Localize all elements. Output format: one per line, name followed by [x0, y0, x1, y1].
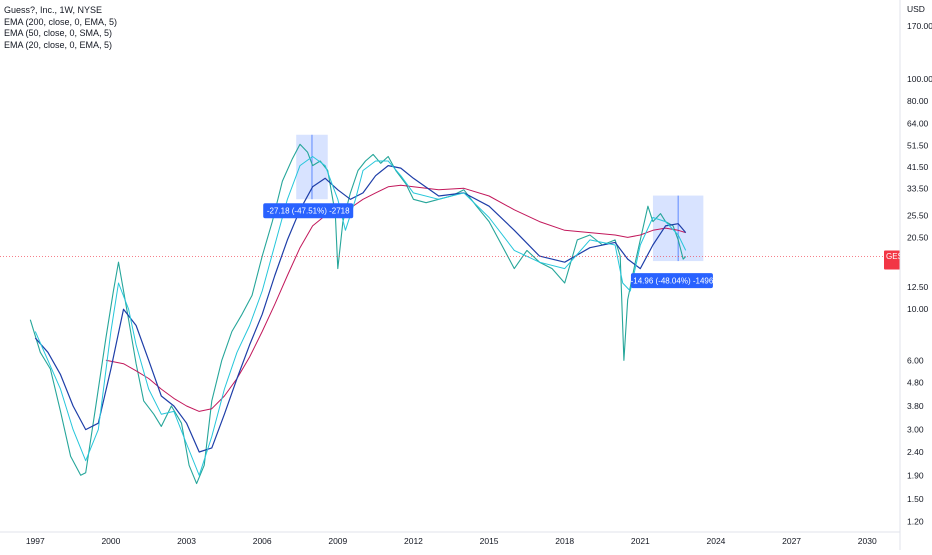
x-tick-label: 2006	[253, 536, 272, 546]
y-tick-label: 6.00	[907, 355, 924, 365]
y-tick-label: 33.50	[907, 183, 929, 193]
ema20-line	[34, 156, 687, 476]
chart-legend: Guess?, Inc., 1W, NYSE EMA (200, close, …	[4, 5, 117, 51]
y-tick-label: 170.00	[907, 21, 932, 31]
x-tick-label: 2009	[328, 536, 347, 546]
measure-label: -14.96 (-48.04%) -1496	[631, 277, 714, 286]
ema200-line	[105, 184, 686, 412]
x-tick-label: 1997	[26, 536, 45, 546]
x-tick-label: 2012	[404, 536, 423, 546]
x-tick-label: 2015	[480, 536, 499, 546]
y-tick-label: 10.00	[907, 304, 929, 314]
symbol-title: Guess?, Inc., 1W, NYSE	[4, 5, 103, 15]
y-tick-label: 64.00	[907, 119, 929, 129]
y-tick-label: 100.00	[907, 74, 932, 84]
y-tick-label: 1.20	[907, 516, 924, 526]
x-tick-label: 2030	[858, 536, 877, 546]
y-tick-label: 80.00	[907, 96, 929, 106]
currency-label: USD	[907, 4, 925, 14]
x-tick-label: 2024	[707, 536, 726, 546]
y-tick-label: 3.00	[907, 425, 924, 435]
y-tick-label: 20.50	[907, 232, 929, 242]
measure-label-box	[630, 273, 713, 289]
x-tick-label: 2000	[101, 536, 120, 546]
y-tick-label: 25.50	[907, 211, 929, 221]
indicator-ema200[interactable]: EMA (200, close, 0, EMA, 5)	[4, 16, 118, 27]
measure-label-box	[263, 203, 354, 219]
x-tick-label: 2021	[631, 536, 650, 546]
y-tick-label: 1.90	[907, 470, 924, 480]
x-tick-label: 2027	[782, 536, 801, 546]
measure-label: -27.18 (-47.51%) -2718	[267, 207, 350, 216]
y-tick-label: 4.80	[907, 378, 924, 388]
last-price-ticker: GES	[886, 252, 903, 261]
y-tick-label: 51.50	[907, 140, 929, 150]
indicator-ema20[interactable]: EMA (20, close, 0, EMA, 5)	[4, 39, 113, 50]
x-tick-label: 2018	[555, 536, 574, 546]
indicator-ema50[interactable]: EMA (50, close, 0, SMA, 5)	[4, 28, 113, 38]
y-tick-label: 1.50	[907, 494, 924, 504]
y-tick-label: 2.40	[907, 447, 924, 457]
y-tick-label: 3.80	[907, 401, 924, 411]
x-tick-label: 2003	[177, 536, 196, 546]
ema50-line	[34, 165, 687, 453]
y-tick-label: 12.50	[907, 282, 929, 292]
price-axis-panel	[900, 0, 932, 550]
y-tick-label: 41.50	[907, 162, 929, 172]
